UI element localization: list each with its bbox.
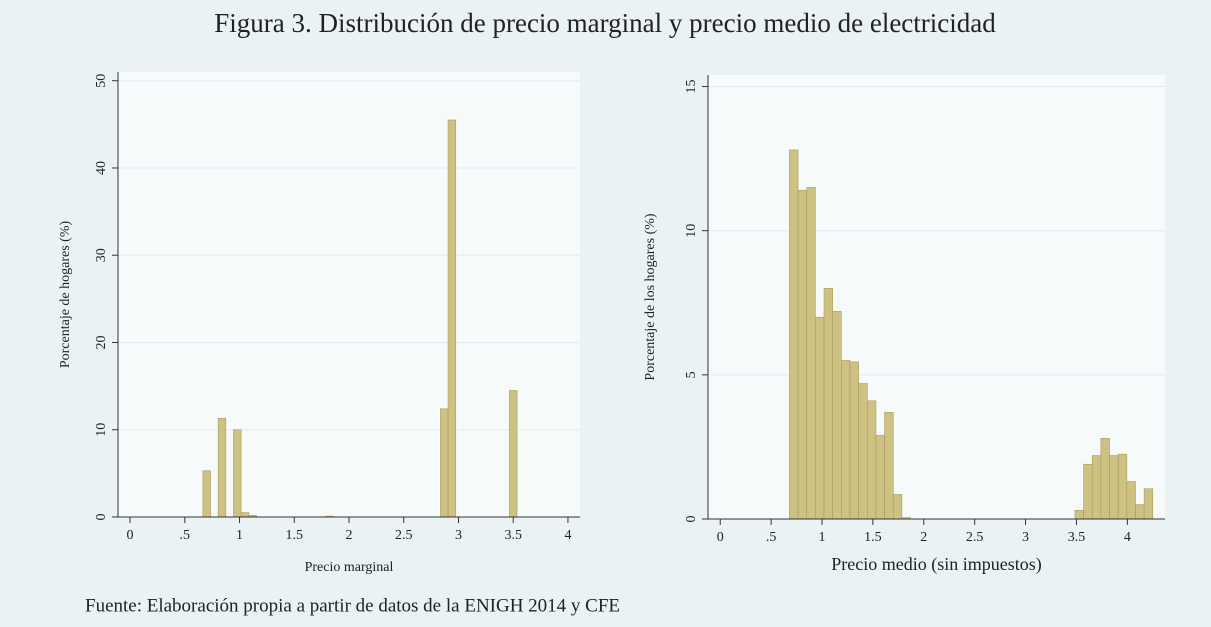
bar — [1126, 481, 1136, 520]
y-tick-label: 50 — [94, 74, 109, 88]
x-tick-label: 1.5 — [864, 530, 882, 545]
x-axis-title: Precio marginal — [305, 560, 394, 575]
bar — [217, 418, 227, 518]
x-tick-label: .5 — [766, 530, 777, 545]
x-tick-label: 2 — [346, 528, 353, 543]
bar — [832, 311, 842, 520]
y-axis-title: Porcentaje de los hogares (%) — [643, 213, 658, 380]
plot-area — [118, 72, 580, 517]
bar — [202, 470, 211, 518]
bar — [866, 400, 877, 520]
bar — [858, 383, 868, 520]
source-note: Fuente: Elaboración propia a partir de d… — [85, 595, 620, 616]
bar — [1143, 488, 1154, 520]
bar — [884, 412, 894, 520]
x-tick-label: 0 — [127, 528, 134, 543]
x-tick-label: 1.5 — [286, 528, 304, 543]
x-tick-label: 3.5 — [504, 528, 522, 543]
bar — [823, 288, 833, 520]
x-axis-title: Precio medio (sin impuestos) — [831, 554, 1041, 575]
x-tick-label: 3 — [1022, 530, 1029, 545]
bar — [509, 390, 518, 518]
figure-title: Figura 3. Distribución de precio margina… — [214, 8, 996, 38]
y-tick-label: 0 — [94, 514, 109, 521]
bar — [875, 435, 885, 520]
bar — [233, 429, 242, 518]
bar — [1109, 455, 1119, 520]
x-tick-label: 4 — [564, 528, 571, 543]
y-tick-label: 20 — [94, 335, 109, 349]
bar — [240, 512, 250, 518]
y-tick-label: 10 — [684, 224, 699, 238]
y-tick-label: 10 — [94, 423, 109, 437]
bar — [797, 190, 808, 520]
x-tick-label: .5 — [180, 528, 191, 543]
bar — [1083, 463, 1093, 520]
bar — [849, 361, 859, 520]
x-tick-label: 3 — [455, 528, 462, 543]
bar — [892, 494, 903, 520]
bar — [806, 187, 816, 520]
y-axis-title: Porcentaje de hogares (%) — [58, 221, 73, 369]
x-tick-label: 4 — [1124, 530, 1131, 545]
x-tick-label: 3.5 — [1068, 530, 1086, 545]
x-tick-label: 2 — [920, 530, 927, 545]
x-tick-label: 1 — [818, 530, 825, 545]
x-tick-label: 2.5 — [395, 528, 413, 543]
bar — [841, 360, 851, 520]
x-tick-label: 0 — [717, 530, 724, 545]
bar — [789, 149, 799, 520]
y-tick-label: 30 — [94, 248, 109, 262]
y-tick-label: 15 — [684, 80, 699, 94]
plot-area — [708, 75, 1165, 519]
y-tick-label: 0 — [684, 516, 699, 523]
x-tick-label: 2.5 — [966, 530, 984, 545]
bar — [440, 408, 449, 518]
bar — [1135, 504, 1145, 520]
bar — [1091, 455, 1102, 520]
bar — [815, 316, 825, 520]
y-tick-label: 5 — [684, 371, 699, 378]
bar — [1100, 437, 1110, 520]
bar — [1117, 453, 1128, 520]
x-tick-label: 1 — [236, 528, 243, 543]
bar — [1074, 510, 1084, 520]
y-tick-label: 40 — [94, 161, 109, 175]
bar — [447, 119, 457, 518]
